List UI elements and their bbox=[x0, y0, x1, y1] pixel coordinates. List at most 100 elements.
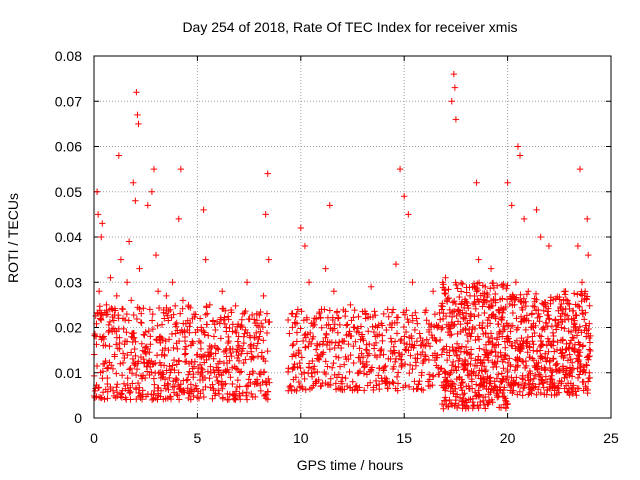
data-point-plus bbox=[331, 344, 338, 352]
data-point-plus bbox=[323, 331, 330, 339]
data-point-plus bbox=[459, 378, 466, 386]
data-point-plus bbox=[154, 288, 162, 295]
data-point-plus bbox=[448, 331, 455, 338]
data-point-plus bbox=[225, 337, 233, 345]
data-point-plus bbox=[570, 315, 577, 322]
data-point-plus bbox=[507, 328, 514, 335]
data-point-plus bbox=[487, 285, 494, 292]
data-point-plus bbox=[498, 378, 505, 386]
data-point-plus bbox=[370, 386, 377, 394]
data-point-plus bbox=[422, 353, 429, 360]
data-point-plus bbox=[575, 357, 583, 365]
data-point-plus bbox=[434, 352, 441, 359]
data-point-plus bbox=[474, 286, 482, 294]
data-point-plus bbox=[517, 313, 525, 320]
data-point-plus bbox=[161, 345, 169, 352]
data-point-plus bbox=[343, 355, 350, 363]
data-point-plus bbox=[125, 317, 133, 324]
data-point-plus bbox=[366, 340, 373, 348]
data-point-plus bbox=[243, 279, 251, 286]
data-point-plus bbox=[497, 349, 504, 356]
data-point-plus bbox=[331, 321, 338, 328]
data-point-plus bbox=[475, 256, 482, 263]
data-point-plus bbox=[541, 326, 548, 333]
data-point-plus bbox=[496, 308, 503, 316]
data-point-plus bbox=[344, 321, 351, 328]
data-point-plus bbox=[519, 376, 527, 383]
data-point-plus bbox=[119, 306, 127, 313]
data-point-plus bbox=[328, 364, 336, 371]
data-point-plus bbox=[582, 322, 590, 329]
data-point-plus bbox=[150, 360, 157, 368]
data-point-plus bbox=[350, 342, 357, 350]
data-point-plus bbox=[215, 346, 222, 353]
data-point-plus bbox=[332, 380, 340, 387]
data-point-plus bbox=[334, 329, 342, 336]
data-point-plus bbox=[433, 337, 440, 345]
data-point-plus bbox=[104, 380, 111, 388]
y-tick-label: 0.04 bbox=[55, 229, 82, 245]
data-point-plus bbox=[425, 356, 433, 364]
data-point-plus bbox=[493, 363, 500, 371]
grid bbox=[94, 56, 611, 418]
data-point-plus bbox=[486, 320, 494, 327]
data-point-plus bbox=[559, 336, 567, 343]
data-point-plus bbox=[186, 319, 194, 327]
data-point-plus bbox=[499, 283, 507, 291]
data-point-plus bbox=[197, 390, 204, 397]
data-point-plus bbox=[492, 314, 499, 322]
data-point-plus bbox=[576, 165, 584, 173]
data-point-plus bbox=[347, 351, 354, 359]
data-point-plus bbox=[174, 345, 181, 353]
data-point-plus bbox=[440, 405, 447, 412]
data-point-plus bbox=[504, 368, 511, 376]
data-point-plus bbox=[291, 360, 298, 368]
data-point-plus bbox=[186, 323, 193, 330]
data-point-plus bbox=[285, 365, 292, 372]
data-point-plus bbox=[480, 376, 487, 383]
data-point-plus bbox=[439, 303, 446, 310]
data-point-plus bbox=[187, 381, 195, 388]
data-point-plus bbox=[293, 320, 301, 327]
data-point-plus bbox=[537, 389, 544, 397]
data-point-plus bbox=[127, 396, 134, 403]
data-point-plus bbox=[101, 360, 108, 367]
data-point-plus bbox=[95, 384, 103, 391]
data-point-plus bbox=[392, 260, 400, 268]
data-point-plus bbox=[449, 380, 456, 387]
data-point-plus bbox=[297, 224, 304, 232]
data-point-plus bbox=[490, 284, 498, 292]
data-point-plus bbox=[360, 337, 367, 344]
data-point-plus bbox=[456, 293, 463, 301]
data-point-plus bbox=[240, 339, 248, 347]
data-point-plus bbox=[363, 346, 371, 354]
data-point-plus bbox=[549, 368, 556, 376]
data-point-plus bbox=[532, 383, 539, 390]
data-point-plus bbox=[446, 352, 453, 359]
data-point-plus bbox=[457, 320, 464, 328]
data-point-plus bbox=[289, 342, 296, 349]
data-point-plus bbox=[150, 375, 158, 382]
data-point-plus bbox=[567, 328, 575, 336]
data-point-plus bbox=[482, 393, 489, 401]
data-point-plus bbox=[583, 362, 591, 369]
data-point-plus bbox=[413, 338, 421, 345]
data-point-plus bbox=[434, 324, 441, 331]
data-point-plus bbox=[226, 357, 233, 364]
data-point-plus bbox=[211, 369, 218, 376]
data-point-plus bbox=[504, 179, 511, 186]
data-point-plus bbox=[459, 280, 466, 288]
data-point-plus bbox=[157, 387, 165, 395]
data-point-plus bbox=[117, 360, 124, 367]
data-point-plus bbox=[446, 346, 453, 354]
data-point-plus bbox=[261, 368, 268, 376]
data-point-plus bbox=[467, 360, 474, 368]
data-point-plus bbox=[390, 343, 397, 351]
data-point-plus bbox=[448, 98, 455, 105]
data-point-plus bbox=[287, 382, 294, 390]
data-point-plus bbox=[500, 365, 507, 372]
data-point-plus bbox=[502, 404, 510, 411]
data-point-plus bbox=[356, 384, 363, 391]
data-point-plus bbox=[585, 325, 592, 333]
data-point-plus bbox=[581, 316, 588, 323]
